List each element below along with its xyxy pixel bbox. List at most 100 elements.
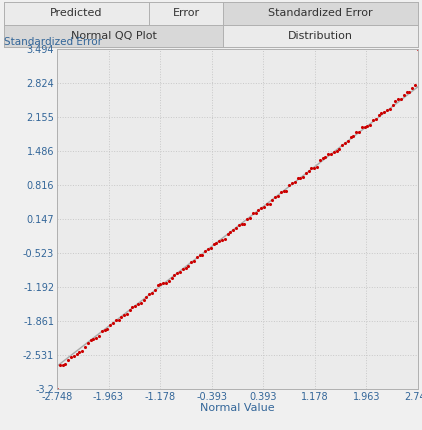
Point <box>353 129 360 136</box>
Point <box>297 174 304 181</box>
Point <box>373 115 379 122</box>
Point <box>101 326 108 333</box>
Point <box>70 352 77 359</box>
Point <box>358 123 365 130</box>
Point <box>104 325 111 332</box>
Point <box>110 320 116 327</box>
Point <box>347 134 354 141</box>
Point <box>227 228 234 235</box>
Point <box>87 337 94 344</box>
Point <box>319 155 326 162</box>
Point <box>165 278 172 285</box>
X-axis label: Normal Value: Normal Value <box>200 403 275 413</box>
Point <box>392 97 399 104</box>
Point <box>202 248 208 255</box>
Point <box>249 210 256 217</box>
Point <box>336 145 343 152</box>
Point <box>283 187 289 194</box>
Point <box>196 252 203 259</box>
Point <box>241 221 248 227</box>
Point <box>246 215 253 222</box>
Point <box>132 302 139 309</box>
Point <box>121 312 127 319</box>
Point <box>124 311 130 318</box>
Point <box>168 275 175 282</box>
Text: Error: Error <box>173 8 200 18</box>
Point <box>210 240 217 247</box>
Point <box>118 314 124 321</box>
Point <box>112 316 119 323</box>
Point <box>76 348 83 355</box>
Point <box>316 157 323 164</box>
Point <box>294 175 301 181</box>
Point <box>199 252 206 258</box>
Point <box>208 245 214 252</box>
Point <box>135 300 141 307</box>
Point <box>266 200 273 207</box>
Point <box>389 101 396 108</box>
Point <box>115 316 122 323</box>
Point <box>409 84 416 91</box>
Point <box>260 204 267 211</box>
Point <box>398 96 404 103</box>
Point <box>367 121 373 128</box>
Point <box>62 361 69 368</box>
Point <box>205 246 211 252</box>
Point <box>151 287 158 294</box>
Point <box>333 147 340 154</box>
Point <box>224 230 231 237</box>
Point <box>244 216 251 223</box>
Point <box>65 357 72 364</box>
Point <box>328 150 335 157</box>
Point <box>350 133 357 140</box>
Point <box>138 299 144 306</box>
Point <box>306 168 312 175</box>
Point <box>59 362 66 369</box>
Point <box>216 238 222 245</box>
Point <box>269 197 276 203</box>
Point <box>375 111 382 118</box>
Point <box>387 106 393 113</box>
Point <box>54 386 60 393</box>
Point <box>193 254 200 261</box>
Point <box>258 205 265 212</box>
Point <box>154 281 161 288</box>
Point <box>160 280 167 287</box>
Point <box>378 110 385 117</box>
Point <box>157 281 164 288</box>
Point <box>275 193 281 200</box>
Point <box>342 139 349 146</box>
Point <box>303 170 309 177</box>
Point <box>219 236 225 243</box>
Point <box>308 165 315 172</box>
Point <box>414 46 421 52</box>
Point <box>325 150 332 157</box>
Point <box>314 163 320 170</box>
Point <box>311 164 318 171</box>
Point <box>68 353 74 360</box>
Point <box>98 328 105 335</box>
Point <box>406 88 413 95</box>
Point <box>90 336 97 343</box>
Text: Distribution: Distribution <box>288 31 353 41</box>
Point <box>140 296 147 303</box>
Point <box>330 149 337 156</box>
Point <box>339 142 346 149</box>
Point <box>79 347 86 354</box>
Point <box>364 122 371 129</box>
Point <box>143 293 150 300</box>
Point <box>411 82 418 89</box>
Point <box>57 362 63 369</box>
Point <box>395 96 402 103</box>
Point <box>255 207 262 214</box>
Text: Normal QQ Plot: Normal QQ Plot <box>71 31 157 41</box>
Point <box>280 187 287 194</box>
Point <box>73 350 80 357</box>
Point <box>182 264 189 271</box>
Point <box>235 221 242 228</box>
Point <box>146 291 153 298</box>
Point <box>93 335 100 342</box>
Point <box>233 224 239 231</box>
Point <box>107 321 114 328</box>
Text: Standardized Error: Standardized Error <box>4 37 102 47</box>
